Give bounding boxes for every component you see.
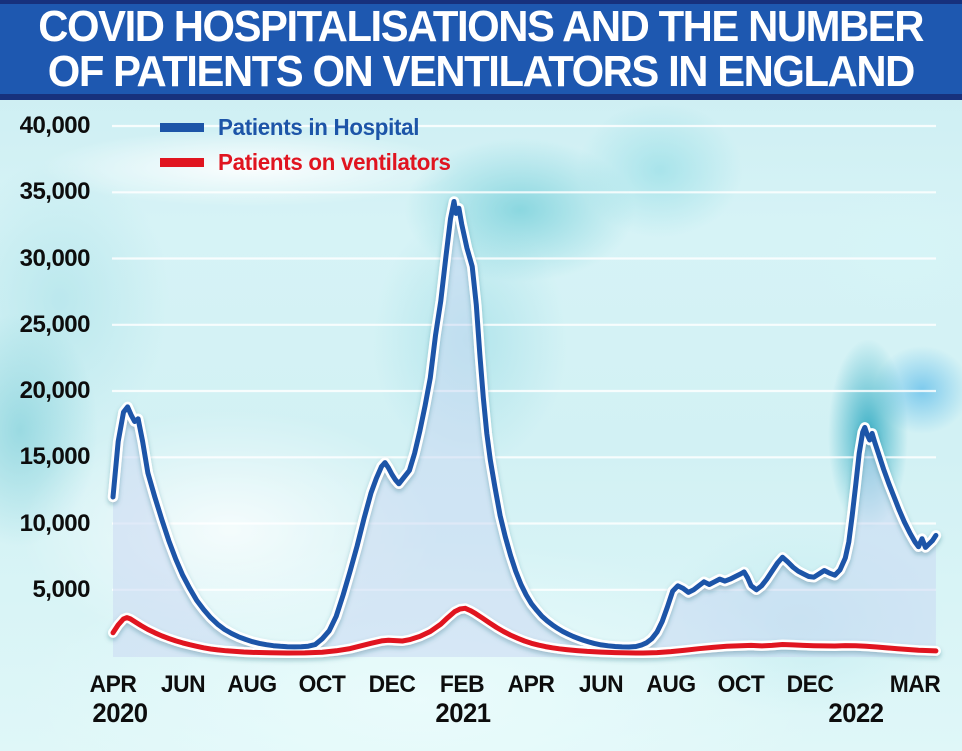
x-tick-9-oct: OCT (717, 671, 765, 698)
x-tick-7-jun: JUN (578, 671, 624, 698)
y-tick-25000: 25,000 (19, 311, 91, 338)
y-tick-5000: 5,000 (32, 576, 90, 603)
year-label-2022: 2022 (828, 698, 884, 728)
year-label-2020: 2020 (92, 698, 148, 728)
x-tick-6-apr: APR (507, 671, 555, 698)
x-tick-5-feb: FEB (439, 671, 485, 698)
hospital-line (110, 199, 939, 650)
hospital-area-fill (113, 201, 936, 657)
y-tick-10000: 10,000 (19, 510, 91, 537)
x-tick-3-oct: OCT (298, 671, 346, 698)
hospital-line-outline (107, 196, 942, 653)
y-tick-35000: 35,000 (19, 178, 91, 205)
y-tick-30000: 30,000 (19, 245, 91, 272)
page-title-line-1: COVID HOSPITALISATIONS AND THE NUMBER (38, 2, 925, 51)
legend-label-ventilators: Patients on ventilators (218, 149, 451, 175)
legend-item-ventilators: Patients on ventilators (160, 147, 458, 178)
page-title-line-2: OF PATIENTS ON VENTILATORS IN ENGLAND (47, 47, 916, 96)
title-banner: COVID HOSPITALISATIONS AND THE NUMBER OF… (0, 0, 962, 100)
x-tick-4-dec: DEC (368, 671, 416, 698)
chart-legend: Patients in Hospital Patients on ventila… (160, 112, 458, 182)
y-tick-15000: 15,000 (19, 443, 91, 470)
x-tick-11-mar: MAR (889, 671, 941, 698)
ventilators-line (110, 605, 939, 656)
x-tick-0-apr: APR (89, 671, 137, 698)
x-tick-8-aug: AUG (646, 671, 696, 698)
hospital-fill-path (113, 201, 936, 657)
gridlines (112, 124, 936, 591)
y-tick-40000: 40,000 (19, 112, 91, 139)
y-tick-20000: 20,000 (19, 377, 91, 404)
legend-label-hospital: Patients in Hospital (218, 114, 420, 140)
x-tick-2-aug: AUG (227, 671, 277, 698)
legend-swatch-hospital-line (160, 123, 204, 132)
year-label-2021: 2021 (435, 698, 491, 728)
x-tick-1-jun: JUN (160, 671, 206, 698)
legend-item-hospital: Patients in Hospital (160, 112, 458, 143)
line-colored-strokes (110, 199, 939, 656)
legend-swatch-ventilators-line (160, 158, 204, 167)
x-tick-10-dec: DEC (786, 671, 834, 698)
